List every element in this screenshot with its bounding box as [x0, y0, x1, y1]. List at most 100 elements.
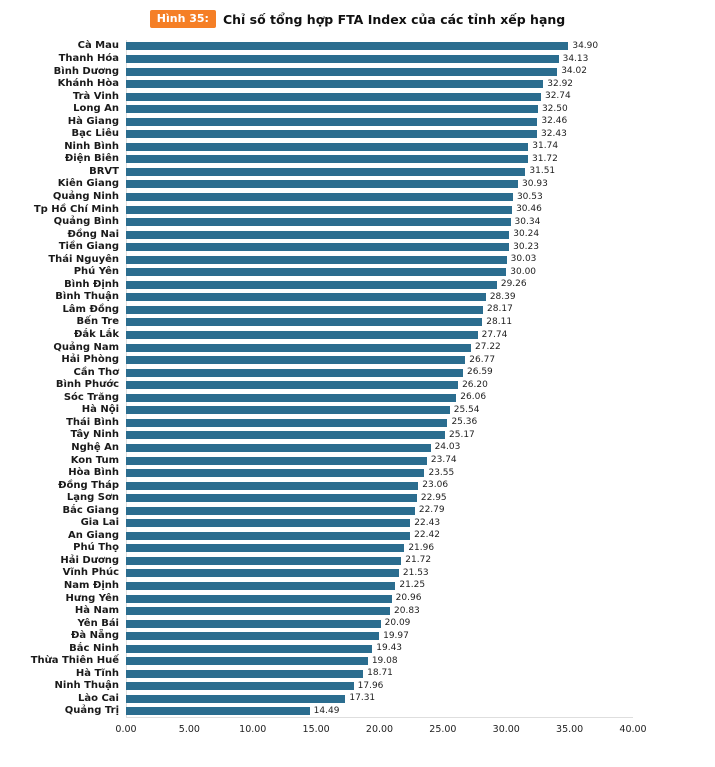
- bar: [126, 205, 513, 214]
- bar: [126, 318, 483, 327]
- category-label: Sóc Trăng: [63, 391, 119, 403]
- category-label: Điện Biên: [64, 153, 119, 165]
- bar-track: 26.06: [126, 392, 633, 403]
- x-tick-label: 40.00: [619, 723, 647, 735]
- axis-spacer: [0, 722, 126, 738]
- bar-row: Sóc Trăng 26.06: [0, 392, 715, 405]
- bar-row: Phú Thọ 21.96: [0, 542, 715, 555]
- value-label: 23.55: [428, 467, 455, 478]
- x-axis-ticks: 0.00 5.00 10.00 15.00 20.00 25.00 30.00 35.00 40…: [115, 722, 646, 738]
- bar-row: Yên Bái 20.09: [0, 617, 715, 630]
- category-label: Cà Mau: [77, 40, 119, 52]
- bar-row: Cà Mau 34.90: [0, 40, 715, 53]
- bar-row: Quảng Bình 30.34: [0, 216, 715, 229]
- bar-track: 32.46: [126, 117, 633, 126]
- value-label: 30.23: [513, 241, 539, 252]
- bar: [126, 230, 510, 239]
- bar-track: 19.43: [126, 644, 633, 653]
- category-label: Nghệ An: [71, 441, 119, 453]
- bar-track: 28.17: [126, 305, 633, 314]
- bar-track: 23.55: [126, 467, 633, 478]
- x-tick-label: 10.00: [239, 723, 267, 735]
- bar-track: 23.06: [126, 481, 633, 490]
- bar: [126, 481, 419, 490]
- bar: [126, 406, 450, 415]
- value-label: 21.53: [402, 567, 429, 578]
- bar-track: 14.49: [126, 706, 633, 716]
- bar: [126, 544, 405, 553]
- bar: [126, 105, 538, 114]
- x-tick-label: 15.00: [302, 723, 330, 735]
- x-tick-label: 35.00: [556, 723, 584, 735]
- category-label: Khánh Hòa: [57, 78, 119, 90]
- category-label: Thanh Hóa: [58, 53, 119, 64]
- bar-row: Bình Dương 34.02: [0, 65, 715, 78]
- value-label: 31.72: [532, 153, 558, 164]
- bar-track: 26.20: [126, 379, 633, 390]
- bar: [126, 607, 391, 616]
- bar-track: 27.22: [126, 343, 633, 352]
- value-label: 20.83: [394, 605, 420, 616]
- value-label: 34.13: [562, 53, 589, 64]
- value-label: 22.95: [420, 492, 447, 503]
- bar-row: Hà Nam 20.83: [0, 605, 715, 618]
- bar-row: Hải Phòng 26.77: [0, 354, 715, 367]
- category-label: Thái Nguyên: [48, 253, 119, 265]
- category-label: Thừa Thiên Huế: [30, 655, 119, 667]
- value-label: 26.06: [460, 392, 487, 403]
- category-label: An Giang: [67, 529, 119, 541]
- bar-chart: Cà Mau 34.90 Thanh Hóa 34.13 Bình Dương 34.02…: [0, 40, 715, 738]
- bar: [126, 594, 392, 603]
- category-label: Bạc Liêu: [71, 128, 119, 140]
- value-label: 17.31: [349, 693, 376, 704]
- bar-row: Lâm Đồng 28.17: [0, 304, 715, 317]
- bar-row: Đồng Tháp 23.06: [0, 479, 715, 492]
- bar: [126, 644, 373, 653]
- bar: [126, 381, 459, 390]
- bar-track: 21.25: [126, 581, 633, 590]
- category-label: Hà Tĩnh: [75, 667, 119, 679]
- category-label: Bến Tre: [76, 316, 119, 328]
- bar-track: 34.13: [126, 53, 633, 64]
- bar-row: Đồng Nai 30.24: [0, 228, 715, 241]
- value-label: 31.51: [529, 166, 556, 177]
- bar-track: 20.09: [126, 619, 633, 628]
- bar-track: 25.17: [126, 430, 633, 440]
- bar-track: 30.34: [126, 217, 633, 227]
- value-label: 23.74: [430, 455, 457, 465]
- bar-track: 30.46: [126, 205, 633, 214]
- bar: [126, 469, 425, 478]
- bar-row: Bắc Giang 22.79: [0, 504, 715, 517]
- bar: [126, 519, 411, 528]
- category-label: Bình Thuận: [55, 291, 119, 303]
- bar: [126, 368, 464, 377]
- category-label: Bình Phước: [55, 379, 119, 391]
- bar: [126, 581, 396, 590]
- bar: [126, 305, 484, 314]
- category-label: Hà Nam: [74, 605, 119, 617]
- value-label: 26.20: [462, 379, 488, 390]
- value-label: 24.03: [434, 442, 461, 453]
- bar: [126, 694, 346, 703]
- bar-track: 28.11: [126, 317, 633, 327]
- bar: [126, 682, 354, 691]
- bar-row: Thanh Hóa 34.13: [0, 53, 715, 66]
- bar-track: 22.79: [126, 506, 633, 515]
- bar-row: Hà Tĩnh 18.71: [0, 668, 715, 681]
- bar: [126, 431, 446, 440]
- bar-row: An Giang 22.42: [0, 530, 715, 543]
- x-tick-label: 0.00: [115, 723, 137, 735]
- bar: [126, 55, 559, 63]
- category-label: Thái Bình: [66, 416, 119, 428]
- x-tick-label: 25.00: [429, 723, 457, 735]
- category-label: Bình Dương: [53, 65, 119, 77]
- bar-track: 22.43: [126, 518, 633, 528]
- bar-track: 34.02: [126, 67, 633, 76]
- bar-row: Tây Ninh 25.17: [0, 429, 715, 442]
- value-label: 18.71: [367, 668, 393, 679]
- value-label: 26.59: [467, 367, 493, 378]
- category-label: Cần Thơ: [73, 366, 120, 378]
- category-label: Lào Cai: [78, 692, 119, 704]
- bar-track: 21.72: [126, 556, 633, 565]
- category-label: Đắk Lắk: [73, 329, 119, 341]
